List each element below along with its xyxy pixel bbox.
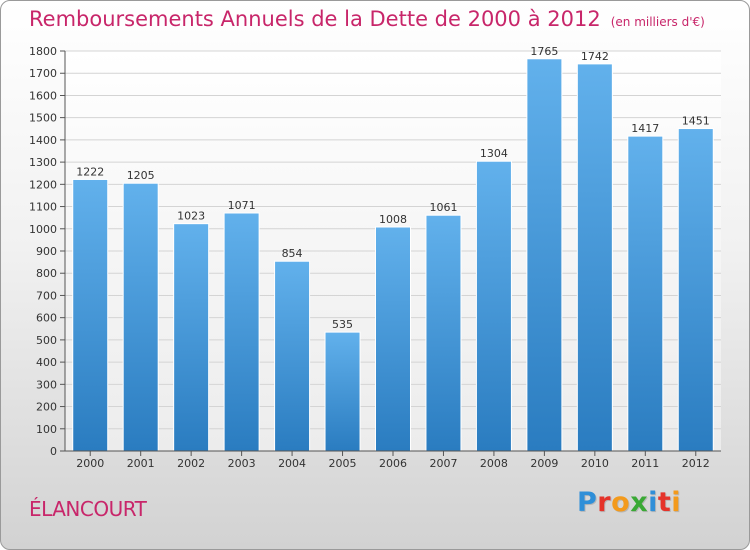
x-axis: 2000 2001 2002 2003 2004 2005 2006 2007 2008 2009… [65, 450, 721, 470]
bar-2007 [425, 214, 462, 452]
y-tick-label: 1300 [29, 156, 57, 169]
value-label-2000: 1222 [76, 165, 104, 178]
bar-2001 [122, 182, 159, 452]
value-label-2003: 1071 [228, 199, 256, 212]
x-tick-label-2004: 2004 [278, 457, 306, 470]
x-tick-label-2003: 2003 [228, 457, 256, 470]
value-label-2005: 535 [332, 318, 353, 331]
bar-2000 [72, 178, 109, 452]
logo-letter: t [657, 487, 672, 518]
y-tick-label: 100 [36, 423, 57, 436]
logo-letter: x [630, 487, 649, 518]
x-tick-label-2008: 2008 [480, 457, 508, 470]
value-label-2008: 1304 [480, 147, 508, 160]
x-tick-label-2012: 2012 [682, 457, 710, 470]
y-tick-label: 1200 [29, 178, 57, 191]
y-tick-label: 200 [36, 401, 57, 414]
bar-2009 [526, 58, 563, 452]
logo-letter: i [671, 487, 682, 518]
value-label-2010: 1742 [581, 50, 609, 63]
proxiti-logo: Proxiti [577, 487, 681, 518]
x-tick-label-2006: 2006 [379, 457, 407, 470]
x-tick-label-2002: 2002 [177, 457, 205, 470]
x-tick-label-2001: 2001 [127, 457, 155, 470]
y-tick-label: 1400 [29, 134, 57, 147]
chart-title: Remboursements Annuels de la Dette de 20… [29, 7, 601, 31]
value-label-2007: 1061 [429, 201, 457, 214]
x-tick-label-2010: 2010 [581, 457, 609, 470]
bar-2008 [475, 160, 512, 452]
logo-letter: o [611, 487, 631, 518]
bar-2005 [324, 331, 361, 452]
bar-2011 [627, 135, 664, 452]
value-label-2009: 1765 [530, 45, 558, 58]
y-tick-label: 1700 [29, 67, 57, 80]
y-tick-label: 400 [36, 356, 57, 369]
value-label-2004: 854 [282, 247, 303, 260]
value-label-2011: 1417 [631, 122, 659, 135]
y-tick-label: 1000 [29, 223, 57, 236]
x-tick-label-2007: 2007 [429, 457, 457, 470]
logo-letter: P [577, 487, 598, 518]
value-label-2006: 1008 [379, 213, 407, 226]
y-tick-label: 1600 [29, 89, 57, 102]
value-label-2002: 1023 [177, 210, 205, 223]
bars: 1222 1205 1023 1071 854 535 1008 1061 1304 1765 17… [72, 45, 714, 452]
y-tick-label: 700 [36, 289, 57, 302]
chart-subtitle: (en milliers d'€) [610, 15, 705, 29]
y-tick-label: 800 [36, 267, 57, 280]
bar-2012 [677, 128, 714, 452]
bar-2003 [223, 212, 260, 452]
y-axis: 0 100 200 300 400 500 600 700 800 900 1000 1100 1200… [29, 45, 66, 458]
logo-letter: i [648, 487, 658, 518]
bar-2004 [274, 260, 311, 452]
y-tick-label: 1500 [29, 112, 57, 125]
y-tick-label: 900 [36, 245, 57, 258]
y-tick-label: 1800 [29, 45, 57, 58]
x-tick-label-2011: 2011 [631, 457, 659, 470]
bar-2006 [375, 226, 411, 452]
y-tick-label: 300 [36, 378, 57, 391]
value-label-2012: 1451 [682, 115, 710, 128]
x-tick-label-2009: 2009 [530, 457, 558, 470]
y-tick-label: 500 [36, 334, 57, 347]
y-tick-label: 600 [36, 312, 57, 325]
bar-2010 [576, 63, 613, 452]
value-label-2001: 1205 [127, 169, 155, 182]
logo-letter: r [597, 487, 612, 518]
bar-2002 [173, 223, 210, 452]
x-tick-label-2000: 2000 [76, 457, 104, 470]
y-tick-label: 0 [50, 445, 57, 458]
y-tick-label: 1100 [29, 201, 57, 214]
x-tick-label-2005: 2005 [329, 457, 357, 470]
title-line: Remboursements Annuels de la Dette de 20… [29, 7, 705, 31]
place-name: ÉLANCOURT [29, 497, 147, 521]
